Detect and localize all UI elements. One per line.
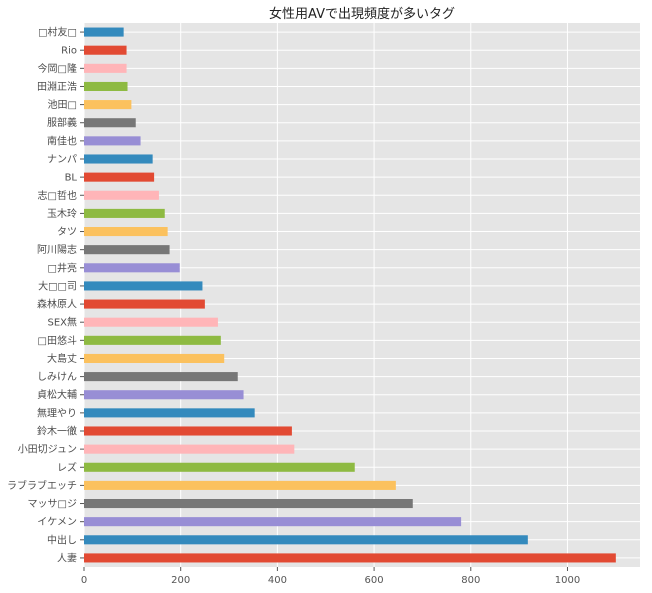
y-tick-label: マッサ□ジ <box>28 498 77 510</box>
y-tick-label: □村友□ <box>38 26 77 39</box>
bar <box>84 390 244 400</box>
y-tick-label: タツ <box>57 226 77 238</box>
bar <box>84 317 218 327</box>
y-tick-label: 鈴木一徹 <box>37 425 77 438</box>
bar <box>84 480 396 490</box>
x-tick-label: 400 <box>268 575 287 586</box>
bar <box>84 281 203 291</box>
bar <box>84 408 255 418</box>
x-tick-label: 1000 <box>555 575 580 586</box>
y-tick-label: 玉木玲 <box>47 208 77 220</box>
bar <box>84 27 124 37</box>
bar <box>84 462 355 472</box>
bar <box>84 535 528 545</box>
y-tick-label: BL <box>65 173 78 184</box>
bar <box>84 553 616 563</box>
y-tick-label: 大□□司 <box>38 279 77 292</box>
x-tick-label: 800 <box>461 575 480 586</box>
bar <box>84 372 238 382</box>
bar <box>84 208 165 218</box>
x-tick-label: 0 <box>81 575 87 586</box>
y-tick-label: レズ <box>57 461 77 474</box>
bar <box>84 81 128 91</box>
y-tick-label: イケメン <box>37 516 77 528</box>
y-tick-label: 阿川陽志 <box>37 243 77 256</box>
y-tick-label: ラブラブエッチ <box>7 479 77 492</box>
y-tick-label: 南佳也 <box>47 134 77 147</box>
y-tick-label: 小田切ジュン <box>18 444 77 456</box>
y-tick-label: 志□哲也 <box>38 189 77 202</box>
y-tick-label: 無理やり <box>37 406 77 419</box>
x-tick-label: 600 <box>365 575 384 586</box>
y-tick-label: SEX無 <box>47 316 77 329</box>
bar <box>84 100 132 110</box>
bar <box>84 499 413 509</box>
bar <box>84 335 221 345</box>
y-tick-label: □井亮 <box>48 261 77 274</box>
bar <box>84 118 136 128</box>
bar <box>84 353 225 363</box>
x-tick-label: 200 <box>171 575 190 586</box>
plot-area: 0 200 400 600 800 1000 人妻 中出し イケメン マッサ□ジ ラブラブエッチ レズ… <box>7 23 640 586</box>
y-tick-label: 森林原人 <box>37 298 77 311</box>
bar <box>84 154 153 164</box>
bar <box>84 444 295 454</box>
bar <box>84 172 155 182</box>
bar <box>84 190 159 200</box>
bar <box>84 517 462 527</box>
y-tick-label: 池田□ <box>48 98 77 111</box>
y-tick-label: □田悠斗 <box>38 334 77 347</box>
y-tick-label: 今岡□隆 <box>38 62 77 75</box>
y-tick-label: 大島丈 <box>47 352 77 365</box>
chart-title: 女性用AVで出現頻度が多いタグ <box>269 6 455 22</box>
y-tick-label: 田淵正浩 <box>37 81 77 93</box>
bar <box>84 263 180 273</box>
y-tick-label: 中出し <box>47 533 77 546</box>
y-tick-label: Rio <box>61 46 77 57</box>
bar <box>84 136 141 146</box>
y-tick-label: 人妻 <box>57 551 77 564</box>
bar <box>84 45 127 55</box>
y-tick-label: 服部義 <box>47 116 77 129</box>
y-tick-label: ナンパ <box>47 154 77 166</box>
bar <box>84 299 205 309</box>
y-tick-label: 貞松大輔 <box>37 388 77 401</box>
plot-background <box>84 23 640 567</box>
bar <box>84 426 292 436</box>
bar <box>84 245 170 255</box>
y-tick-label: しみけん <box>37 371 77 383</box>
bar <box>84 63 127 73</box>
bar <box>84 227 168 237</box>
